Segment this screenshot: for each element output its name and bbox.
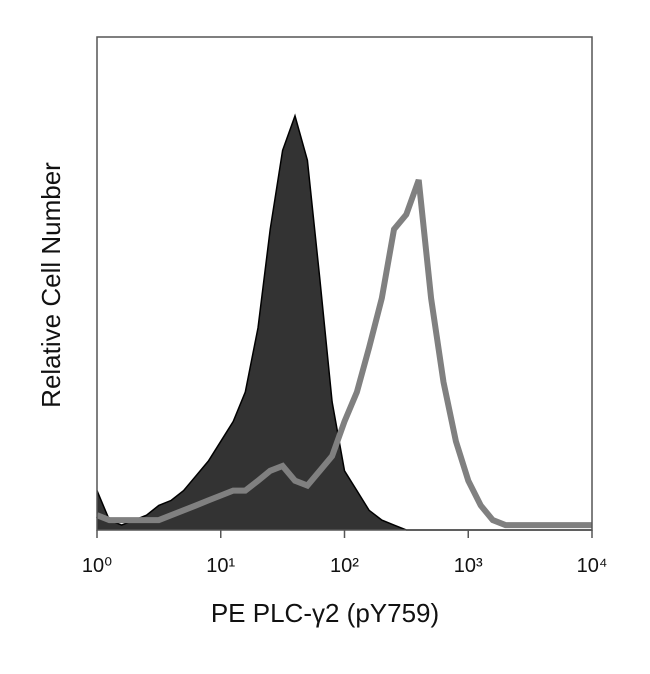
x-axis-label: PE PLC-γ2 (pY759) (211, 598, 439, 628)
histogram-outline (96, 113, 592, 531)
x-tick-label: 10² (330, 555, 359, 577)
histogram-line (95, 178, 592, 529)
x-tick-label: 10¹ (206, 555, 235, 577)
x-tick-label: 10⁰ (82, 555, 112, 577)
x-tick-label: 10⁴ (577, 555, 608, 577)
x-tick-label: 10³ (454, 555, 483, 577)
plot-frame (96, 36, 593, 531)
y-axis-label: Relative Cell Number (36, 162, 66, 408)
